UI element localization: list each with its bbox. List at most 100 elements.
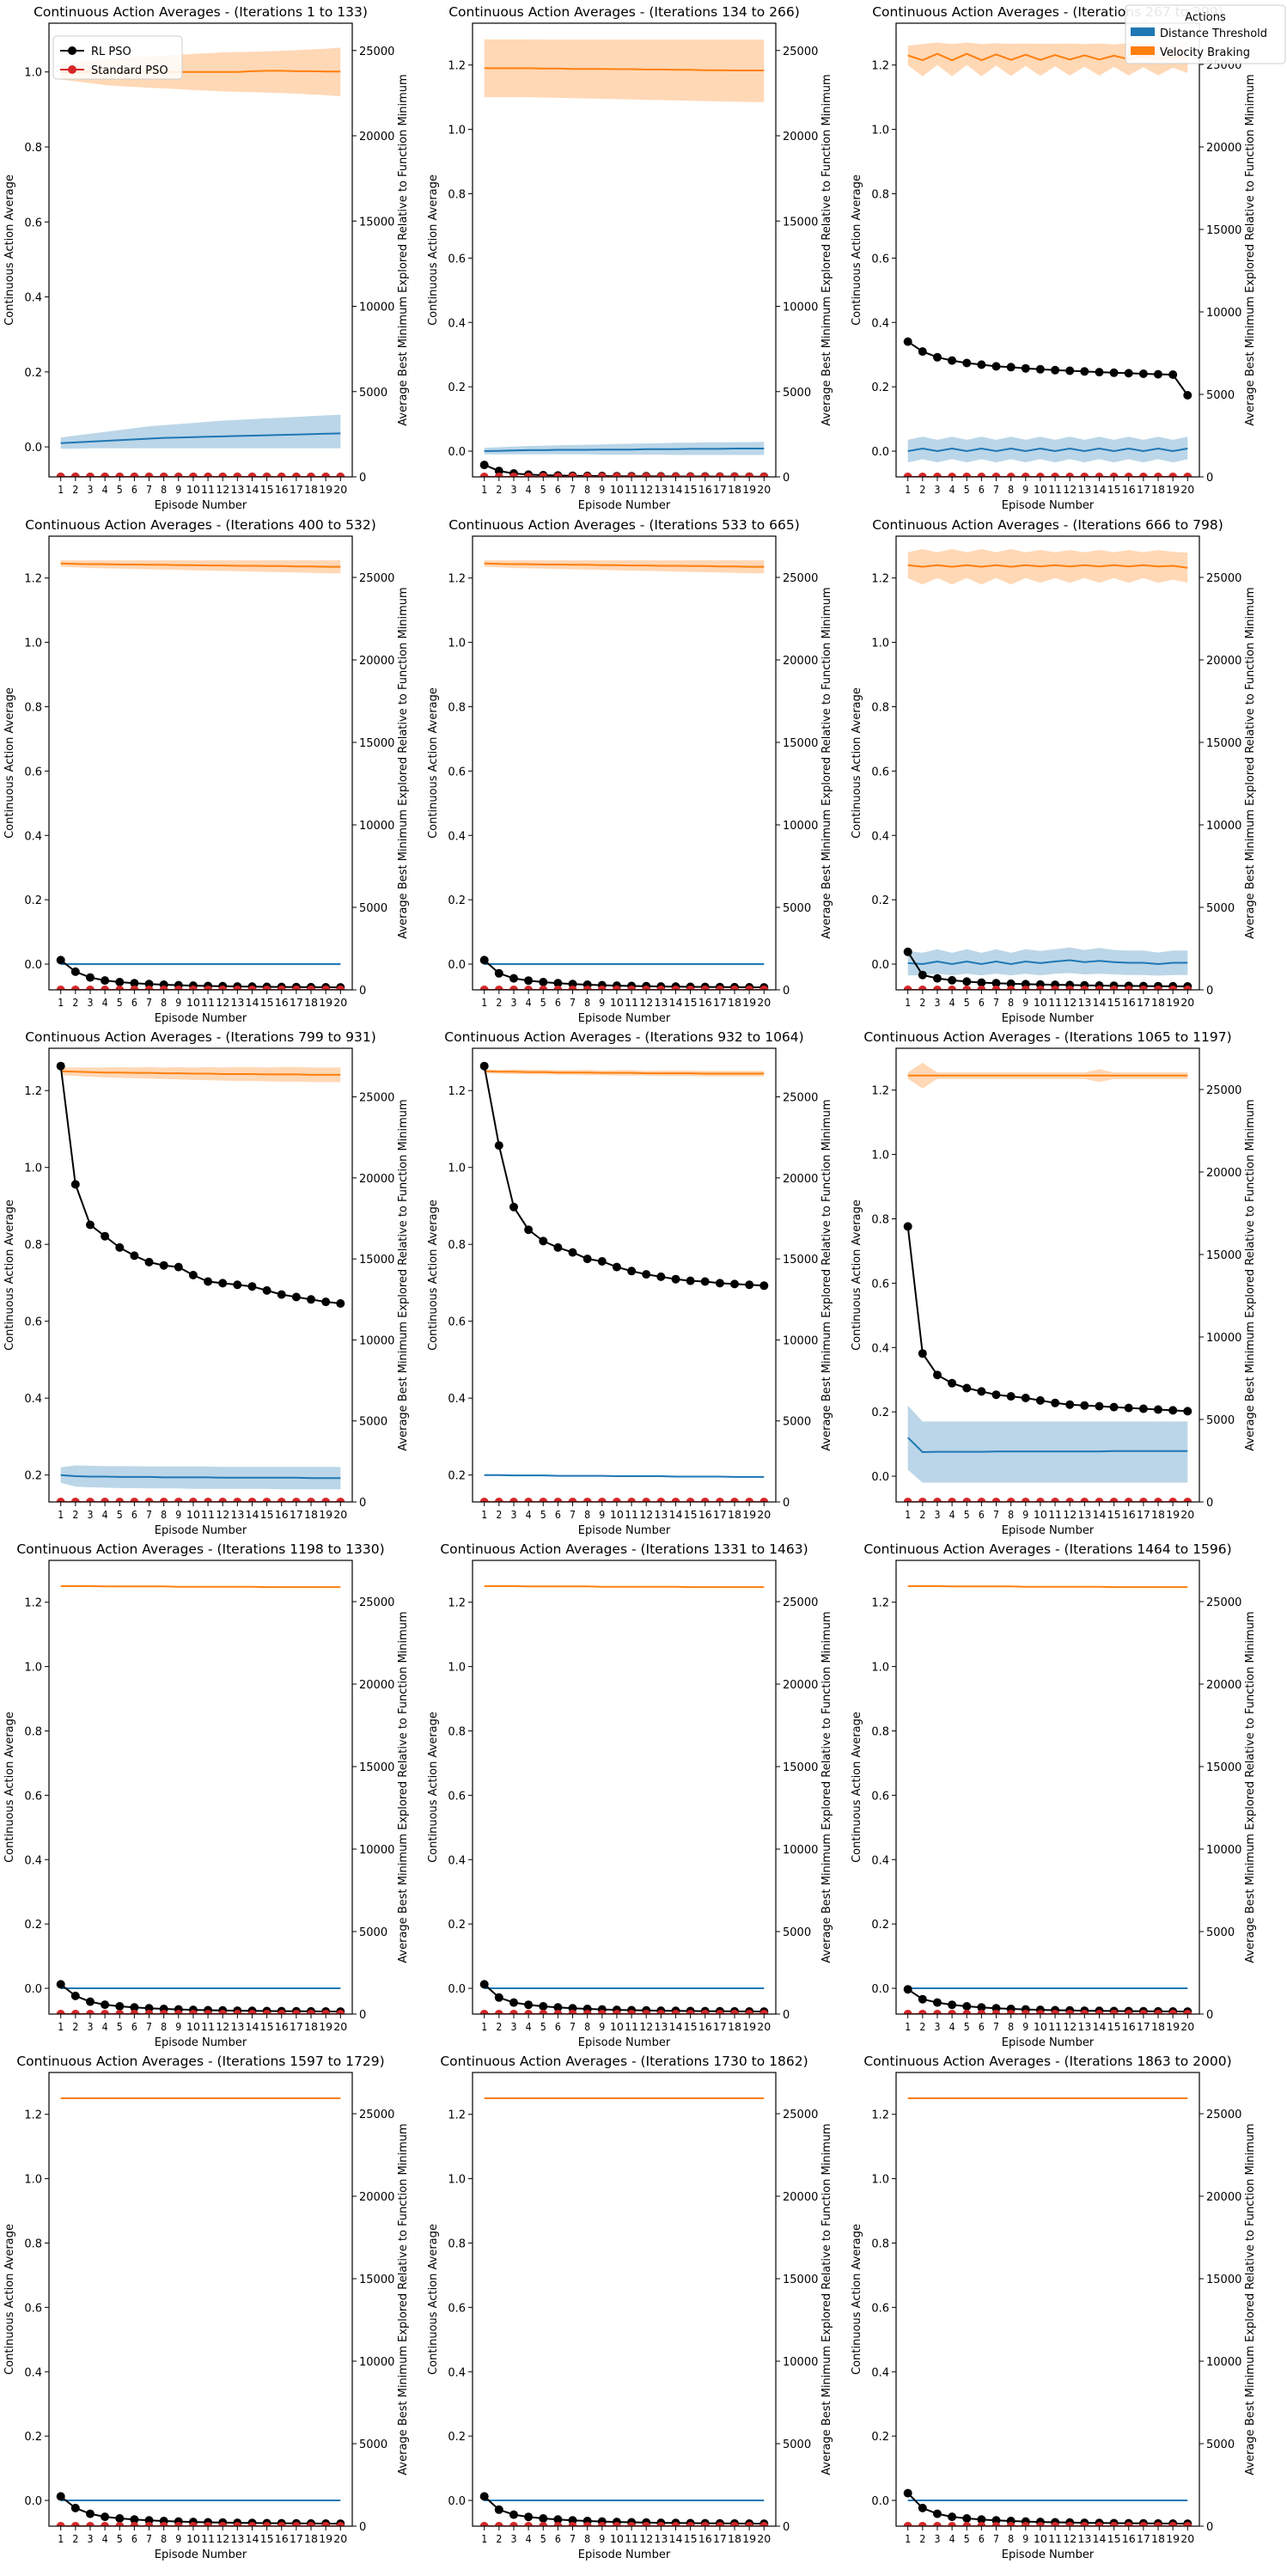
standard-pso-point [70, 2522, 80, 2526]
y2-tick-label: 0 [1206, 2009, 1213, 2022]
y-tick-label: 0.6 [448, 253, 466, 266]
plot-frame [48, 1560, 353, 2015]
x-tick-label: 16 [275, 1508, 289, 1521]
y2-axis-label: Average Best Minimum Explored Relative t… [820, 2123, 833, 2475]
standard-pso-point [1095, 473, 1104, 477]
x-tick-label: 5 [964, 2532, 970, 2545]
rl-pso-point [1021, 1394, 1030, 1402]
x-tick-label: 20 [1180, 483, 1194, 496]
y-tick-label: 1.2 [24, 573, 42, 586]
y-axis-label: Continuous Action Average [427, 1199, 440, 1351]
x-tick-label: 13 [654, 2532, 668, 2545]
rl-pso-point [1095, 368, 1104, 377]
y2-axis-label: Average Best Minimum Explored Relative t… [820, 587, 833, 938]
standard-pso-point [524, 986, 534, 990]
x-tick-label: 5 [117, 2532, 123, 2545]
rl-pso-point [291, 1292, 301, 1302]
standard-pso-point [291, 473, 301, 477]
rl-pso-point [977, 2003, 986, 2012]
x-tick-label: 19 [319, 2020, 332, 2033]
x-tick-label: 16 [1122, 483, 1136, 496]
x-tick-label: 15 [684, 1508, 698, 1521]
standard-pso-point [700, 2010, 710, 2014]
y2-tick-label: 10000 [783, 2356, 818, 2369]
x-tick-label: 17 [1137, 2020, 1150, 2033]
x-tick-label: 6 [555, 996, 561, 1009]
x-axis-label: Episode Number [578, 1012, 671, 1025]
x-tick-label: 11 [1048, 2532, 1062, 2545]
standard-pso-point [759, 2010, 769, 2014]
y-tick-label: 0.4 [448, 2366, 466, 2379]
y2-tick-label: 0 [359, 472, 366, 485]
subplot-10: Continuous Action Averages - (Iterations… [3, 1541, 410, 2049]
x-tick-label: 15 [1107, 2020, 1121, 2033]
rl-pso-point [583, 1254, 592, 1264]
x-tick-label: 13 [230, 483, 244, 496]
standard-pso-point [174, 1498, 183, 1502]
rl-pso-point [233, 1280, 242, 1290]
standard-pso-point [1065, 2522, 1075, 2526]
rl-pso-point [70, 1991, 80, 2000]
standard-pso-point [671, 473, 680, 477]
x-tick-label: 11 [625, 2020, 638, 2033]
x-tick-label: 10 [1034, 2020, 1047, 2033]
standard-pso-point [962, 2010, 972, 2014]
velocity-braking-line [484, 67, 765, 71]
rl-pso-point [539, 2514, 548, 2523]
chart-title: Continuous Action Averages - (Iterations… [25, 517, 376, 533]
x-tick-label: 10 [186, 1508, 200, 1521]
standard-pso-point [307, 986, 315, 990]
y-tick-label: 0.2 [871, 382, 889, 394]
rl-pso-point [1021, 363, 1030, 373]
y-tick-label: 0.8 [24, 701, 42, 714]
standard-pso-point [948, 473, 957, 477]
standard-pso-point [745, 1498, 754, 1502]
x-tick-label: 19 [1166, 483, 1180, 496]
x-tick-label: 15 [1107, 2532, 1121, 2545]
x-tick-label: 6 [131, 2532, 137, 2545]
legend-line-label: Standard PSO [91, 64, 168, 77]
x-tick-label: 17 [290, 2532, 303, 2545]
rl-pso-point [948, 975, 957, 985]
chart-title: Continuous Action Averages - (Iterations… [16, 1541, 384, 1557]
x-tick-label: 18 [304, 996, 318, 1009]
x-tick-label: 14 [1092, 2532, 1106, 2545]
x-axis-label: Episode Number [578, 499, 671, 512]
y-tick-label: 1.2 [448, 2109, 466, 2122]
y-tick-label: 1.0 [448, 1163, 466, 1175]
x-tick-label: 3 [87, 483, 93, 496]
distance-threshold-line [906, 1437, 1188, 1454]
y2-tick-label: 10000 [359, 2356, 394, 2369]
rl-pso-point [1168, 1406, 1178, 1415]
rl-pso-point [86, 1220, 95, 1230]
standard-pso-point [86, 1498, 95, 1502]
y2-tick-label: 5000 [1206, 2439, 1235, 2451]
standard-pso-point [1168, 473, 1178, 477]
y-tick-label: 0.2 [871, 1407, 889, 1419]
standard-pso-point [962, 473, 972, 477]
standard-pso-point [686, 473, 695, 477]
subplot-7: Continuous Action Averages - (Iterations… [3, 1029, 410, 1537]
y2-tick-label: 25000 [783, 1596, 818, 1609]
standard-pso-point [1124, 1498, 1133, 1502]
standard-pso-point [1065, 2010, 1075, 2014]
standard-pso-point [730, 1498, 739, 1502]
x-tick-label: 14 [668, 1508, 682, 1521]
rl-pso-point [1124, 1403, 1133, 1413]
standard-pso-point [262, 2522, 271, 2526]
x-tick-label: 11 [201, 2532, 215, 2545]
y-tick-label: 0.6 [871, 766, 889, 778]
x-tick-label: 16 [698, 483, 712, 496]
standard-pso-point [1168, 1498, 1178, 1502]
chart-title: Continuous Action Averages - (Iterations… [444, 1029, 803, 1045]
x-tick-label: 5 [540, 2532, 546, 2545]
rl-pso-point [700, 1277, 710, 1286]
standard-pso-point [568, 986, 577, 990]
rl-pso-point [539, 2002, 548, 2011]
standard-pso-point [715, 2522, 724, 2526]
rl-pso-point [1051, 1398, 1060, 1407]
x-tick-label: 19 [319, 996, 332, 1009]
y-tick-label: 1.2 [448, 1597, 466, 1610]
standard-pso-point [321, 986, 331, 990]
x-tick-label: 6 [131, 483, 137, 496]
